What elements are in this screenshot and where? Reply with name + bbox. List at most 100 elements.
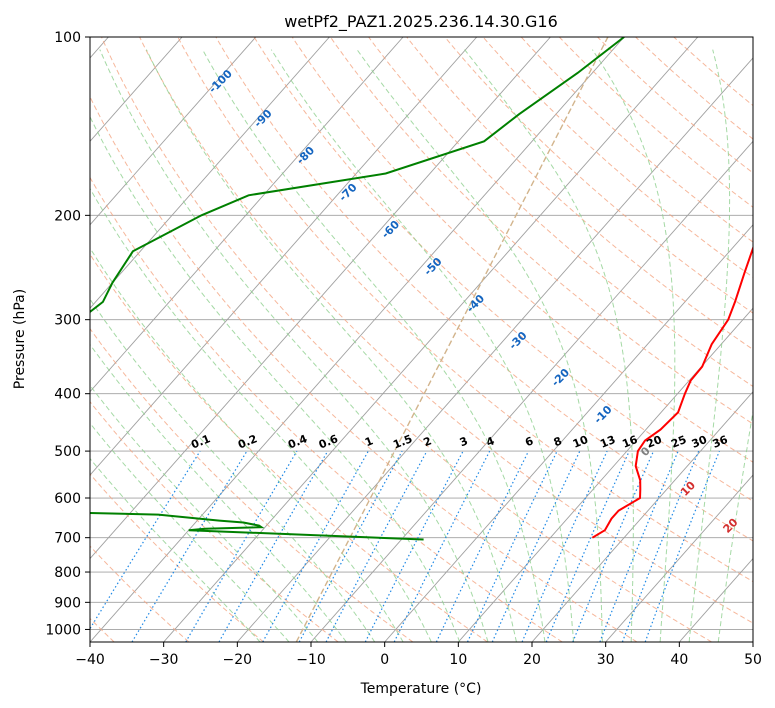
moist-adiabat-line [90,422,290,642]
dry-adiabat-label: -60 [379,218,402,241]
x-tick-label: 0 [380,652,389,668]
x-tick-label: 30 [597,652,615,668]
isotherm-line [90,37,404,393]
dry-adiabat-line [368,37,753,387]
mixing-ratio-label: 1 [363,434,375,449]
chart-title: wetPf2_PAZ1.2025.236.14.30.G16 [284,12,558,32]
dry-adiabat-line [482,37,753,278]
isotherm-line [384,224,753,642]
mixing-ratio-line [491,450,581,642]
mixing-ratio-label: 16 [620,433,639,451]
dry-adiabat-label: -100 [206,67,235,96]
moist-adiabat-line [90,298,376,642]
mixing-ratio-line [90,450,201,630]
isotherm-line [236,57,753,642]
x-tick-label: 20 [523,652,541,668]
mixing-ratio-line [218,450,329,642]
dry-adiabat-label: 10 [678,479,698,499]
mixing-ratio-label: 20 [645,433,664,451]
mixing-ratio-line [466,450,558,642]
moist-adiabat-line [688,49,731,642]
isotherm-line [90,37,330,309]
mixing-ratio-line [185,450,298,642]
y-tick-label: 200 [54,208,81,224]
x-tick-label: 10 [449,652,467,668]
mixing-ratio-line [393,450,491,642]
dry-adiabat-label: -30 [506,329,529,352]
isotherm-line [90,37,478,476]
dry-adiabat-line [139,37,753,624]
moist-adiabat-line [90,457,261,642]
mixing-ratio-line [298,450,403,642]
mixing-ratio-label: 10 [571,433,590,451]
isotherm-line [90,37,257,226]
dry-adiabat-line [90,327,414,642]
y-tick-label: 300 [54,313,81,329]
dry-adiabat-label: -80 [294,144,317,167]
isotherm-line [457,307,753,642]
isotherm-line [310,140,753,642]
moist-adiabat-line [90,115,461,642]
y-axis: 100 200 300 400 500 600 700 800 900 1000 [45,30,90,638]
dry-adiabat-label: 30 [763,553,775,573]
dry-adiabat-label: -90 [251,107,274,130]
x-axis: −40 −30 −20 −10 0 10 20 30 40 50 [75,642,762,668]
dry-adiabat-line [90,400,339,642]
isotherm-line [90,37,183,143]
temperature-profile [591,245,753,539]
mixing-ratio-label: 0.6 [317,432,340,451]
y-tick-label: 1000 [45,622,81,638]
x-tick-label: −10 [296,652,326,668]
x-tick-label: 50 [744,652,762,668]
dry-adiabat-line [90,253,488,642]
mixing-ratio-label: 13 [598,433,617,451]
mixing-ratio-label: 0.2 [236,432,259,451]
x-tick-label: −30 [149,652,179,668]
dry-adiabat-line [635,37,753,140]
mixing-ratio-label: 30 [690,433,709,451]
isotherm-line [531,390,753,642]
moist-adiabat-line [356,49,603,642]
y-tick-label: 600 [54,491,81,507]
isotherm-line [90,37,625,642]
dry-adiabat-line [558,37,753,208]
dry-adiabat-line [291,37,753,463]
moist-adiabat-line [90,343,347,642]
mixing-ratio-label: 0.1 [189,432,212,451]
plot-area: 0.1 0.2 0.4 0.6 1 1.5 2 3 4 6 8 10 13 16 20 25 30 36-100-… [90,37,775,642]
mixing-ratio-label: 36 [711,433,730,451]
y-tick-label: 400 [54,387,81,403]
mixing-ratio-line [262,450,369,642]
dry-adiabat-line [673,37,753,107]
isotherm-line [678,557,753,642]
x-axis-label: Temperature (°C) [360,681,482,697]
dry-adiabat-line [215,37,753,542]
mixing-ratio-label: 2 [422,434,434,449]
moist-adiabat-line [90,187,432,642]
moist-adiabat-line [464,49,634,642]
y-axis-label: Pressure (hPa) [12,289,28,389]
y-tick-label: 500 [54,444,81,460]
moist-adiabat-line [202,49,546,642]
mixing-ratio-label: 25 [669,433,688,451]
plot-frame [89,36,754,643]
dry-adiabat-line [253,37,753,502]
mixing-ratio-label: 1.5 [391,432,414,451]
dewpoint-profile [90,37,625,541]
isotherm-line [90,37,551,560]
dry-adiabat-line [177,37,753,583]
dry-adiabat-line [90,473,264,642]
y-tick-label: 900 [54,595,81,611]
y-tick-label: 800 [54,565,81,581]
isotherm-line [605,474,753,642]
dry-adiabat-label: -70 [336,181,359,204]
dry-adiabat-label: -40 [464,292,487,315]
isotherm-line [163,37,699,642]
isotherm-line [752,641,753,642]
mixing-ratio-line [131,450,248,642]
mixing-ratio-line [435,450,530,642]
dry-adiabat-label: 20 [721,516,741,536]
dry-adiabat-line [90,545,190,642]
moist-adiabat-line [90,247,404,642]
